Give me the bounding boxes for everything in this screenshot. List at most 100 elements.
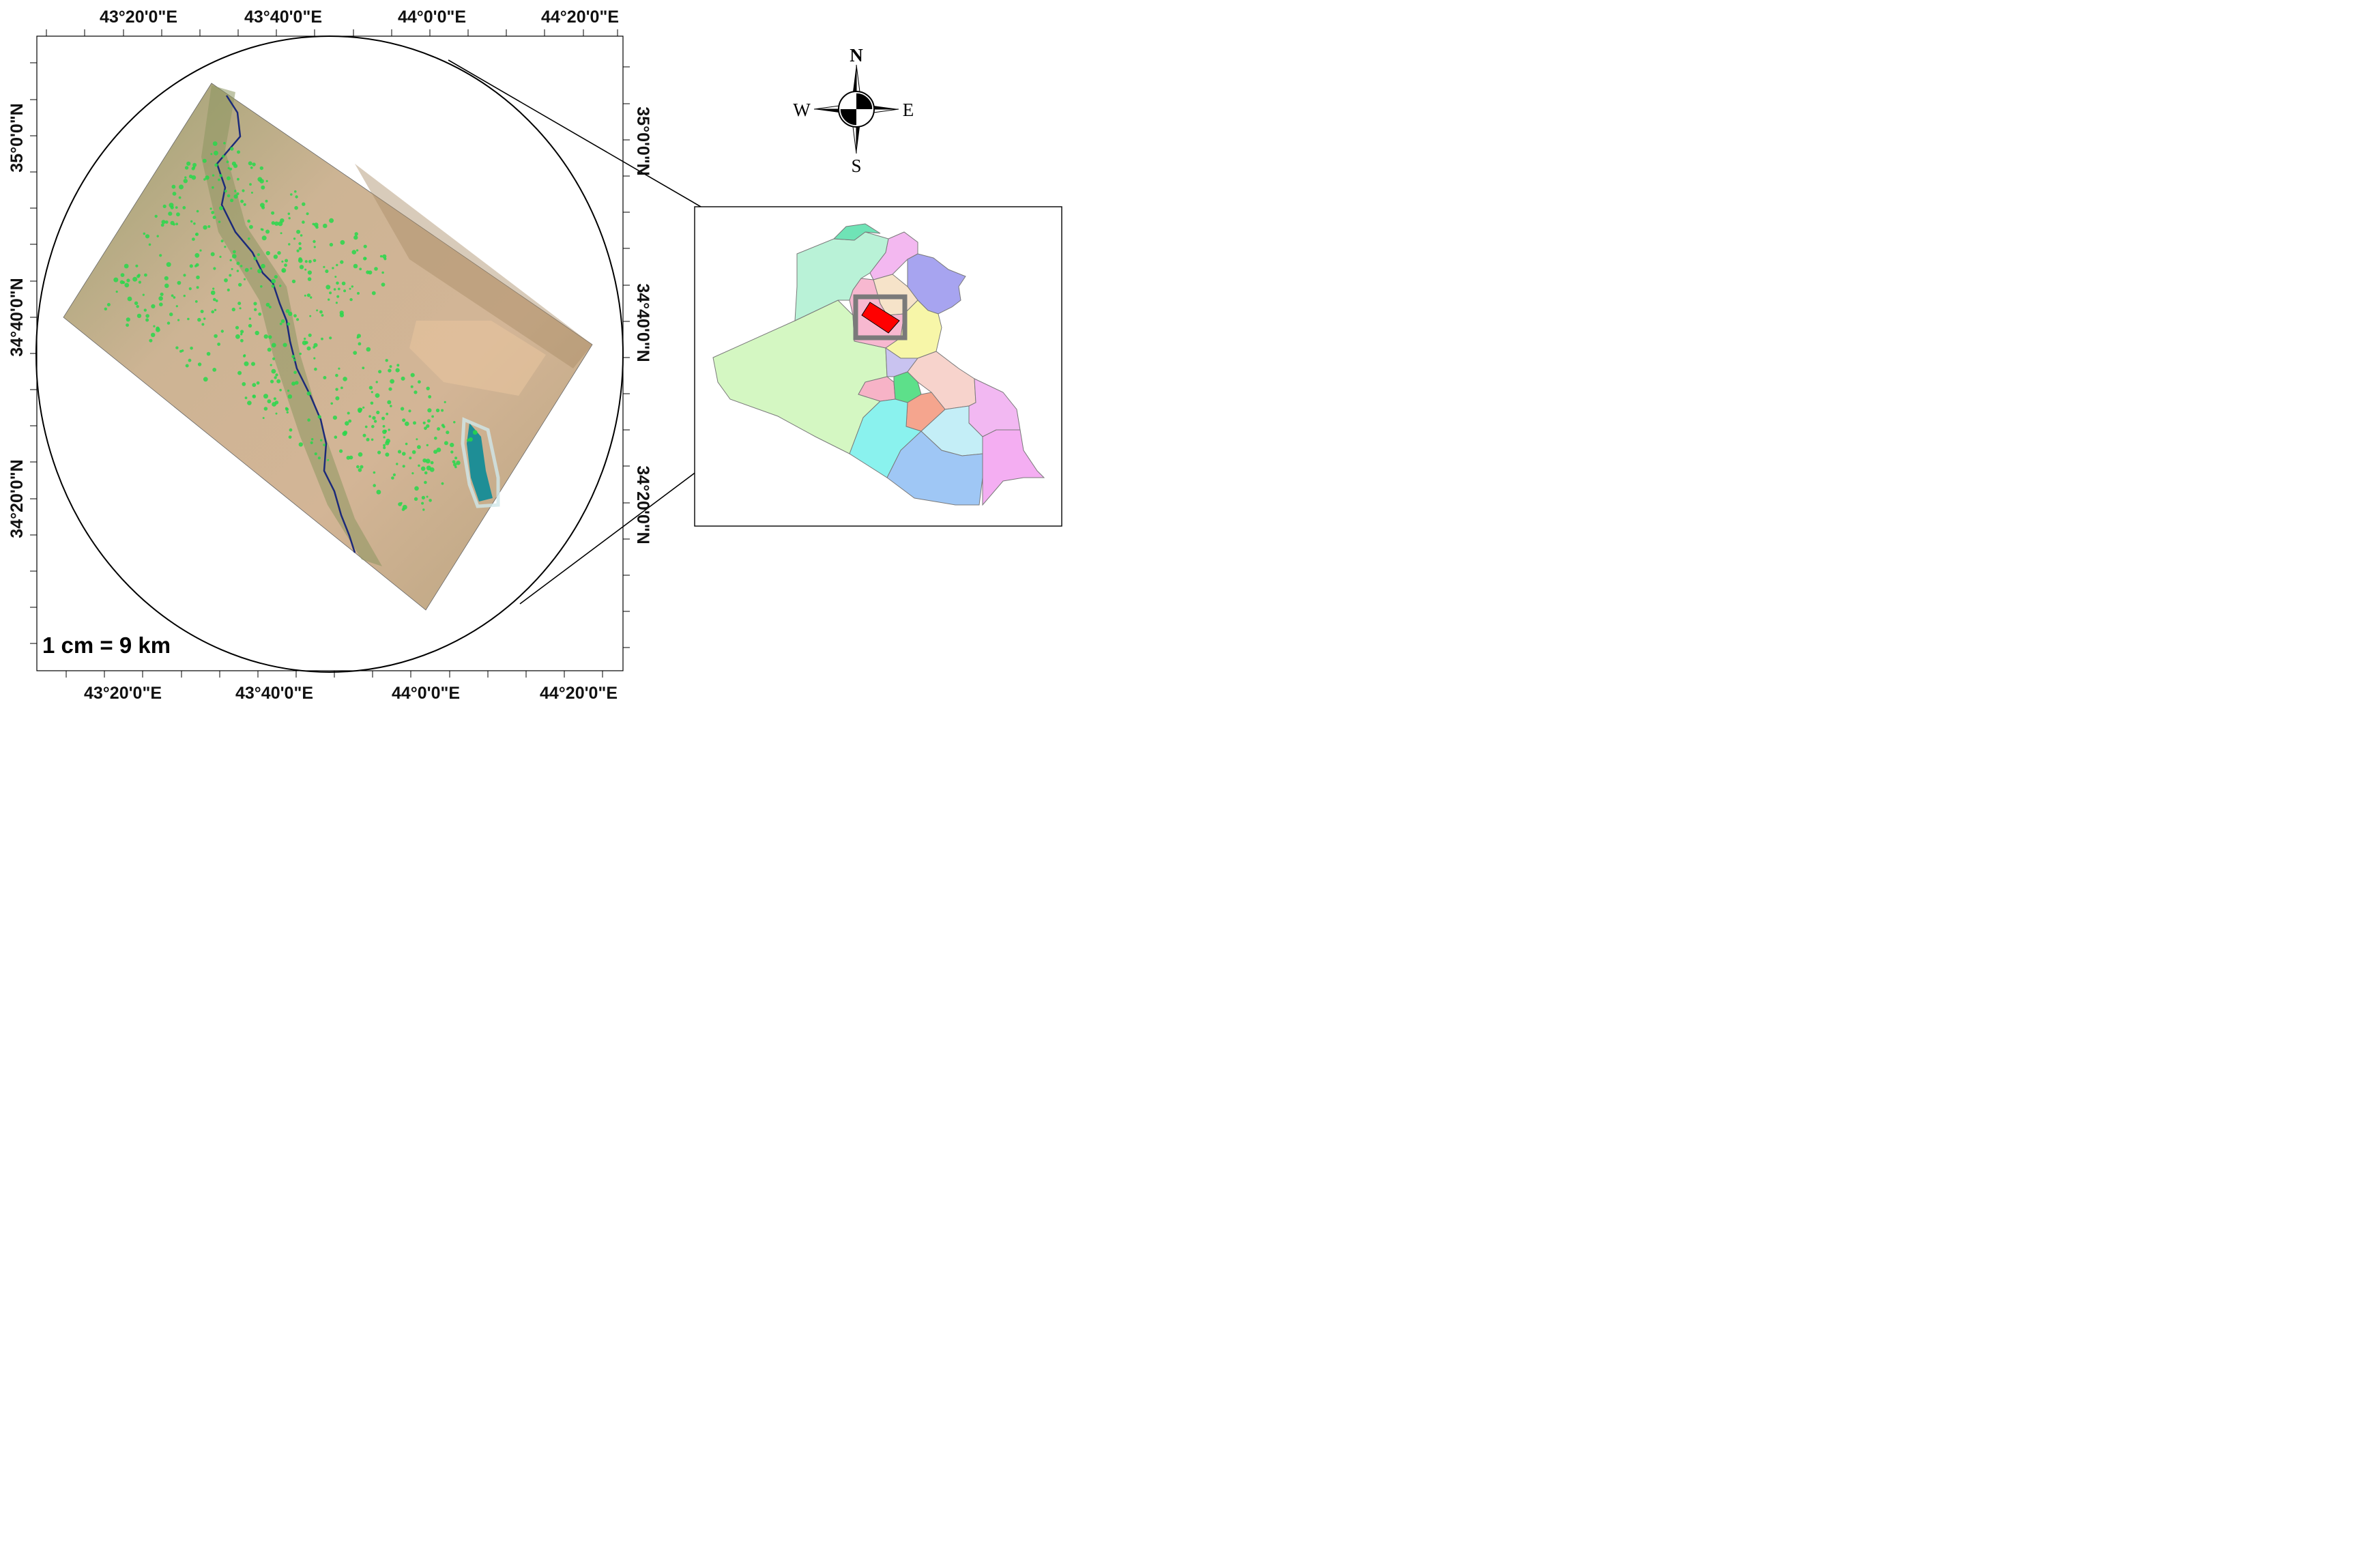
cultivation-dot [177, 280, 182, 285]
cultivation-dot [383, 436, 386, 439]
cultivation-dot [336, 281, 339, 285]
cultivation-dot [268, 335, 272, 339]
cultivation-dot [261, 185, 265, 190]
cultivation-dot [164, 283, 169, 289]
cultivation-dot [196, 209, 199, 213]
cultivation-dot [252, 383, 257, 388]
cultivation-dot [323, 223, 328, 229]
cultivation-dot [422, 458, 427, 463]
compass-south-label: S [851, 156, 861, 176]
cultivation-dot [414, 390, 418, 394]
cultivation-dot [213, 267, 216, 270]
cultivation-dot [233, 250, 236, 254]
cultivation-dot [313, 239, 316, 244]
cultivation-dot [402, 452, 406, 456]
cultivation-dot [288, 217, 291, 220]
cultivation-dot [175, 346, 179, 349]
cultivation-dot [376, 410, 380, 415]
cultivation-dot [240, 333, 243, 336]
cultivation-dot [258, 313, 262, 316]
cultivation-dot [302, 220, 305, 224]
province-erbil [869, 231, 918, 280]
cultivation-dot [220, 330, 224, 333]
cultivation-dot [323, 265, 325, 268]
cultivation-dot [426, 465, 431, 471]
cultivation-dot [317, 456, 321, 460]
cultivation-dot [348, 419, 352, 423]
cultivation-dot [178, 196, 182, 199]
cultivation-dot [368, 270, 373, 275]
cultivation-dot [171, 184, 176, 189]
cultivation-dot [222, 154, 225, 158]
cultivation-dot [254, 308, 257, 311]
cultivation-dot [151, 304, 156, 308]
cultivation-dot [329, 336, 332, 340]
cultivation-dot [124, 282, 130, 288]
cultivation-dot [274, 275, 278, 279]
cultivation-dot [340, 386, 343, 390]
cultivation-dot [256, 381, 260, 385]
cultivation-dot [382, 424, 386, 428]
cultivation-dot [353, 351, 358, 355]
cultivation-dot [126, 278, 130, 282]
cultivation-dot [366, 437, 370, 441]
cultivation-dot [295, 195, 298, 199]
cultivation-dot [422, 421, 426, 424]
cultivation-dot [370, 401, 374, 405]
cultivation-dot [356, 465, 360, 469]
cultivation-dot [421, 495, 426, 500]
cultivation-dot [280, 232, 282, 235]
compass-east-label: E [903, 100, 914, 120]
study-area-marker [861, 302, 900, 334]
cultivation-dot [244, 361, 249, 366]
cultivation-dot [325, 269, 329, 274]
cultivation-dot [356, 336, 359, 339]
cultivation-dot [144, 273, 147, 277]
cultivation-dot [298, 442, 303, 447]
cultivation-dot [212, 174, 215, 177]
cultivation-dot [158, 296, 163, 301]
cultivation-dot [381, 271, 384, 274]
cultivation-dot [288, 435, 292, 439]
cultivation-dot [359, 267, 362, 271]
cultivation-dot [329, 291, 332, 295]
cultivation-dot [351, 250, 357, 255]
cultivation-dot [293, 237, 296, 240]
cultivation-dot [381, 416, 386, 420]
cultivation-dot [230, 147, 234, 151]
cultivation-dot [252, 162, 256, 166]
cultivation-dot [113, 277, 119, 282]
cultivation-dot [236, 270, 240, 272]
cultivation-dot [244, 396, 248, 399]
cultivation-dot [446, 431, 450, 435]
cultivation-dot [273, 255, 278, 259]
cultivation-dot [405, 442, 408, 446]
cultivation-dot [330, 402, 334, 405]
compass-west-label: W [793, 100, 811, 120]
cultivation-dot [248, 317, 252, 320]
cultivation-dot [436, 448, 441, 452]
cultivation-dot [287, 390, 290, 392]
cultivation-dot [287, 212, 291, 216]
cultivation-dot [388, 368, 392, 373]
cultivation-dot [148, 243, 151, 246]
cultivation-dot [402, 418, 406, 422]
cultivation-dot [335, 388, 338, 391]
cultivation-dot [179, 184, 184, 190]
cultivation-dot [132, 276, 138, 282]
lon-label-bottom-3: 44°0'0"E [392, 684, 460, 703]
cultivation-dot [325, 285, 331, 290]
cultivation-dot [329, 242, 334, 247]
cultivation-dot [422, 508, 425, 511]
cultivation-dot [405, 421, 409, 426]
cultivation-dot [271, 221, 275, 225]
cultivation-dot [137, 274, 141, 277]
cultivation-dot [151, 332, 156, 337]
cultivation-dot [237, 371, 242, 375]
cultivation-dot [376, 489, 381, 495]
cultivation-dot [372, 416, 376, 420]
cultivation-dot [265, 250, 270, 256]
cultivation-dot [349, 297, 353, 302]
cultivation-dot [197, 317, 201, 322]
cultivation-dot [368, 415, 371, 418]
